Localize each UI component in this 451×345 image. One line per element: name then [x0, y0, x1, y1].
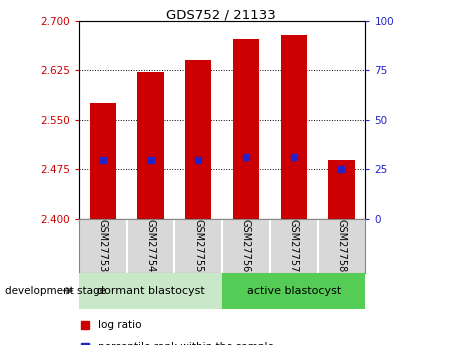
Text: GSM27756: GSM27756 — [241, 219, 251, 273]
Bar — [90, 104, 116, 219]
Bar — [185, 60, 212, 219]
Bar — [281, 35, 307, 219]
Bar — [328, 160, 354, 219]
Bar — [222, 273, 365, 309]
Text: GSM27753: GSM27753 — [98, 219, 108, 273]
Text: GSM27755: GSM27755 — [193, 219, 203, 273]
Text: GSM27754: GSM27754 — [146, 219, 156, 273]
Text: log ratio: log ratio — [97, 320, 141, 330]
Bar — [233, 39, 259, 219]
Bar — [79, 273, 222, 309]
Text: percentile rank within the sample: percentile rank within the sample — [97, 342, 273, 345]
Text: GSM27757: GSM27757 — [289, 219, 299, 273]
Bar — [138, 72, 164, 219]
Text: development stage: development stage — [5, 286, 106, 296]
Text: GDS752 / 21133: GDS752 / 21133 — [166, 9, 276, 22]
Text: GSM27758: GSM27758 — [336, 219, 346, 273]
Text: dormant blastocyst: dormant blastocyst — [97, 286, 204, 296]
Text: active blastocyst: active blastocyst — [247, 286, 341, 296]
